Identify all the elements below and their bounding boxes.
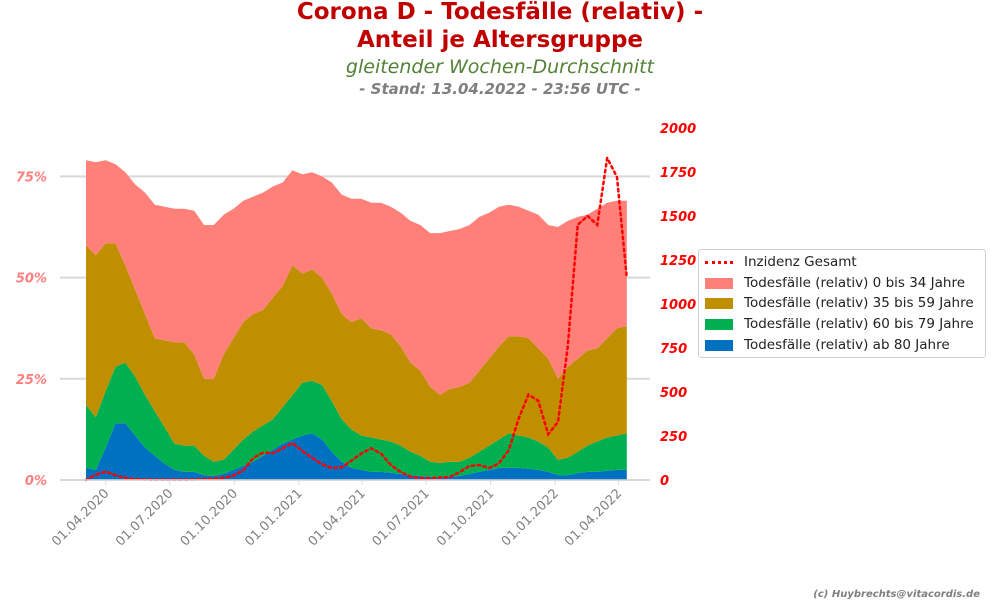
y2-tick-label: 500: [660, 386, 687, 401]
x-tick-label: 01.07.2020: [113, 486, 176, 549]
x-tick-label: 01.04.2022: [562, 486, 625, 549]
y2-tick-label: 1750: [660, 166, 696, 181]
area-age-35-59: [86, 243, 627, 463]
y2-tick-label: 1000: [660, 298, 696, 313]
legend-label: Todesfälle (relativ) 35 bis 59 Jahre: [744, 295, 974, 311]
legend-swatch-age-35-59: [705, 297, 733, 309]
legend-label: Todesfälle (relativ) ab 80 Jahre: [744, 337, 950, 353]
chart-subtitle: gleitender Wochen-Durchschnitt: [345, 56, 655, 78]
chart-stand-date: - Stand: 13.04.2022 - 23:56 UTC -: [359, 80, 641, 98]
chart-title-line2: Anteil je Altersgruppe: [356, 27, 644, 53]
legend-swatch-incidence: [705, 260, 733, 264]
legend-item-age-80: Todesfälle (relativ) ab 80 Jahre: [705, 335, 950, 355]
x-tick-label: 01.10.2020: [178, 486, 241, 549]
y-tick-label: 50%: [16, 272, 47, 287]
area-age-80: [86, 423, 627, 480]
x-tick-label: 01.01.2021: [242, 486, 305, 549]
y2-tick-label: 1500: [660, 210, 696, 225]
x-tick-label: 01.10.2021: [434, 486, 497, 549]
y-tick-label: 75%: [16, 170, 47, 185]
y2-tick-label: 750: [660, 342, 687, 357]
area-age-60-79: [86, 362, 627, 478]
x-tick-label: 01.01.2022: [499, 486, 562, 549]
y-tick-label: 25%: [16, 373, 47, 388]
legend-item-age-0-34: Todesfälle (relativ) 0 bis 34 Jahre: [705, 273, 965, 293]
legend-label: Inzidenz Gesamt: [744, 254, 857, 270]
legend-label: Todesfälle (relativ) 0 bis 34 Jahre: [744, 275, 966, 291]
legend-swatch-age-60-79: [705, 318, 733, 330]
chart-title-line1: Corona D - Todesfälle (relativ) -: [296, 0, 704, 25]
y-tick-label: 0%: [25, 474, 47, 489]
legend-label: Todesfälle (relativ) 60 bis 79 Jahre: [744, 316, 974, 332]
legend-swatch-age-0-34: [705, 277, 733, 289]
area-age-0-34: [86, 160, 627, 395]
y2-tick-label: 1250: [660, 254, 696, 269]
x-tick-label: 01.04.2021: [306, 486, 369, 549]
legend-item-incidence: Inzidenz Gesamt: [705, 252, 857, 272]
legend-item-age-35-59: Todesfälle (relativ) 35 bis 59 Jahre: [705, 293, 974, 313]
y2-tick-label: 0: [660, 474, 669, 489]
x-tick-label: 01.07.2021: [370, 486, 433, 549]
y2-tick-label: 250: [660, 430, 687, 445]
x-tick-label: 01.04.2020: [49, 486, 112, 549]
chart-legend: Inzidenz Gesamt Todesfälle (relativ) 0 b…: [698, 249, 986, 358]
copyright-footer: (c) Huybrechts@vitacordis.de: [813, 589, 980, 600]
legend-swatch-age-80: [705, 339, 733, 351]
legend-item-age-60-79: Todesfälle (relativ) 60 bis 79 Jahre: [705, 314, 974, 334]
y2-tick-label: 2000: [660, 122, 696, 137]
